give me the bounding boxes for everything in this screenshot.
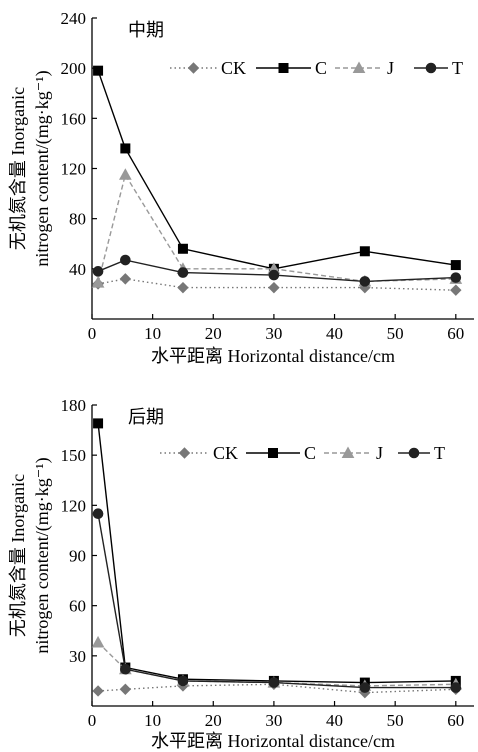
data-point-t bbox=[359, 682, 371, 693]
series-t bbox=[92, 508, 462, 693]
legend-label-ck: CK bbox=[221, 58, 246, 78]
data-point-t bbox=[268, 269, 280, 281]
data-point-c bbox=[93, 418, 104, 429]
x-axis-title: 水平距离 Horizontal distance/cm bbox=[151, 346, 395, 366]
y-tick-label: 120 bbox=[61, 160, 87, 179]
y-tick-label: 160 bbox=[61, 109, 87, 128]
y-tick-label: 200 bbox=[61, 59, 87, 78]
x-tick-label: 60 bbox=[447, 324, 464, 343]
y-tick-label: 40 bbox=[69, 260, 86, 279]
legend-label-c: C bbox=[315, 58, 327, 78]
x-tick-label: 50 bbox=[387, 711, 404, 730]
x-tick-label: 20 bbox=[205, 711, 222, 730]
x-tick-label: 50 bbox=[387, 324, 404, 343]
panel-title: 中期 bbox=[128, 20, 164, 41]
series-line-c bbox=[97, 423, 456, 684]
y-axis-title-line-1: 无机氮含量 Inorganic bbox=[8, 87, 28, 250]
x-tick-label: 20 bbox=[205, 324, 222, 343]
legend-label-t: T bbox=[452, 58, 463, 78]
series-t bbox=[92, 254, 462, 287]
data-point-t bbox=[92, 508, 104, 519]
y-tick-label: 30 bbox=[69, 647, 86, 666]
legend-label-t: T bbox=[434, 443, 445, 463]
x-tick-label: 10 bbox=[144, 324, 161, 343]
data-point-ck bbox=[268, 281, 280, 294]
y-axis-title-line-1: 无机氮含量 Inorganic bbox=[8, 474, 28, 637]
y-tick-label: 240 bbox=[61, 9, 87, 28]
legend-label-ck: CK bbox=[213, 443, 238, 463]
legend-marker-ck bbox=[178, 447, 191, 459]
legend-marker-j bbox=[341, 446, 355, 458]
panel-title: 后期 bbox=[128, 407, 164, 428]
series-c bbox=[93, 65, 461, 274]
x-tick-label: 60 bbox=[447, 711, 464, 730]
data-point-c bbox=[93, 65, 104, 76]
y-axis-title-line-2: nitrogen content/(mg·kg⁻¹) bbox=[32, 457, 53, 653]
data-point-ck bbox=[92, 685, 104, 697]
data-point-j bbox=[119, 168, 132, 180]
data-point-t bbox=[92, 266, 104, 277]
y-tick-label: 120 bbox=[61, 496, 87, 515]
legend-label-j: J bbox=[376, 443, 383, 463]
legend-label-c: C bbox=[304, 443, 316, 463]
data-point-t bbox=[120, 663, 131, 675]
x-tick-label: 0 bbox=[88, 711, 97, 730]
data-point-ck bbox=[177, 281, 189, 294]
x-tick-label: 30 bbox=[265, 324, 282, 343]
legend: CK C J T bbox=[170, 58, 463, 78]
x-axis-title: 水平距离 Horizontal distance/cm bbox=[151, 731, 395, 751]
data-point-ck bbox=[119, 273, 132, 285]
series-c bbox=[93, 418, 461, 688]
data-point-j bbox=[91, 635, 105, 648]
legend-marker-ck bbox=[187, 62, 200, 74]
y-tick-label: 60 bbox=[69, 597, 86, 616]
legend: CK C J T bbox=[160, 443, 445, 463]
legend-marker-c bbox=[268, 448, 278, 458]
data-point-c bbox=[450, 260, 461, 271]
data-point-t bbox=[450, 272, 462, 283]
x-tick-label: 30 bbox=[265, 711, 282, 730]
y-tick-label: 80 bbox=[69, 210, 86, 229]
series-line-c bbox=[97, 70, 456, 270]
legend-marker-t bbox=[408, 447, 420, 459]
data-point-t bbox=[120, 254, 131, 266]
data-point-c bbox=[177, 243, 188, 254]
x-tick-label: 0 bbox=[88, 324, 97, 343]
y-tick-label: 180 bbox=[61, 396, 87, 415]
data-point-ck bbox=[119, 683, 132, 695]
data-point-c bbox=[120, 143, 131, 154]
x-tick-label: 40 bbox=[326, 711, 343, 730]
data-point-t bbox=[450, 682, 462, 693]
y-tick-label: 150 bbox=[61, 446, 87, 465]
legend-marker-j bbox=[352, 61, 366, 73]
y-axis-title-line-2: nitrogen content/(mg·kg⁻¹) bbox=[32, 70, 53, 266]
data-point-t bbox=[177, 675, 189, 687]
data-point-t bbox=[359, 276, 371, 287]
data-point-t bbox=[177, 267, 189, 278]
legend-marker-t bbox=[425, 62, 437, 74]
x-tick-label: 10 bbox=[144, 711, 161, 730]
data-point-t bbox=[268, 677, 280, 688]
data-point-c bbox=[359, 246, 370, 257]
legend-marker-c bbox=[278, 63, 289, 73]
legend-label-j: J bbox=[387, 58, 394, 78]
data-point-ck bbox=[450, 284, 462, 296]
x-tick-label: 40 bbox=[326, 324, 343, 343]
data-point-j bbox=[91, 276, 105, 288]
y-tick-label: 90 bbox=[69, 547, 86, 566]
series-line-t bbox=[97, 513, 456, 689]
